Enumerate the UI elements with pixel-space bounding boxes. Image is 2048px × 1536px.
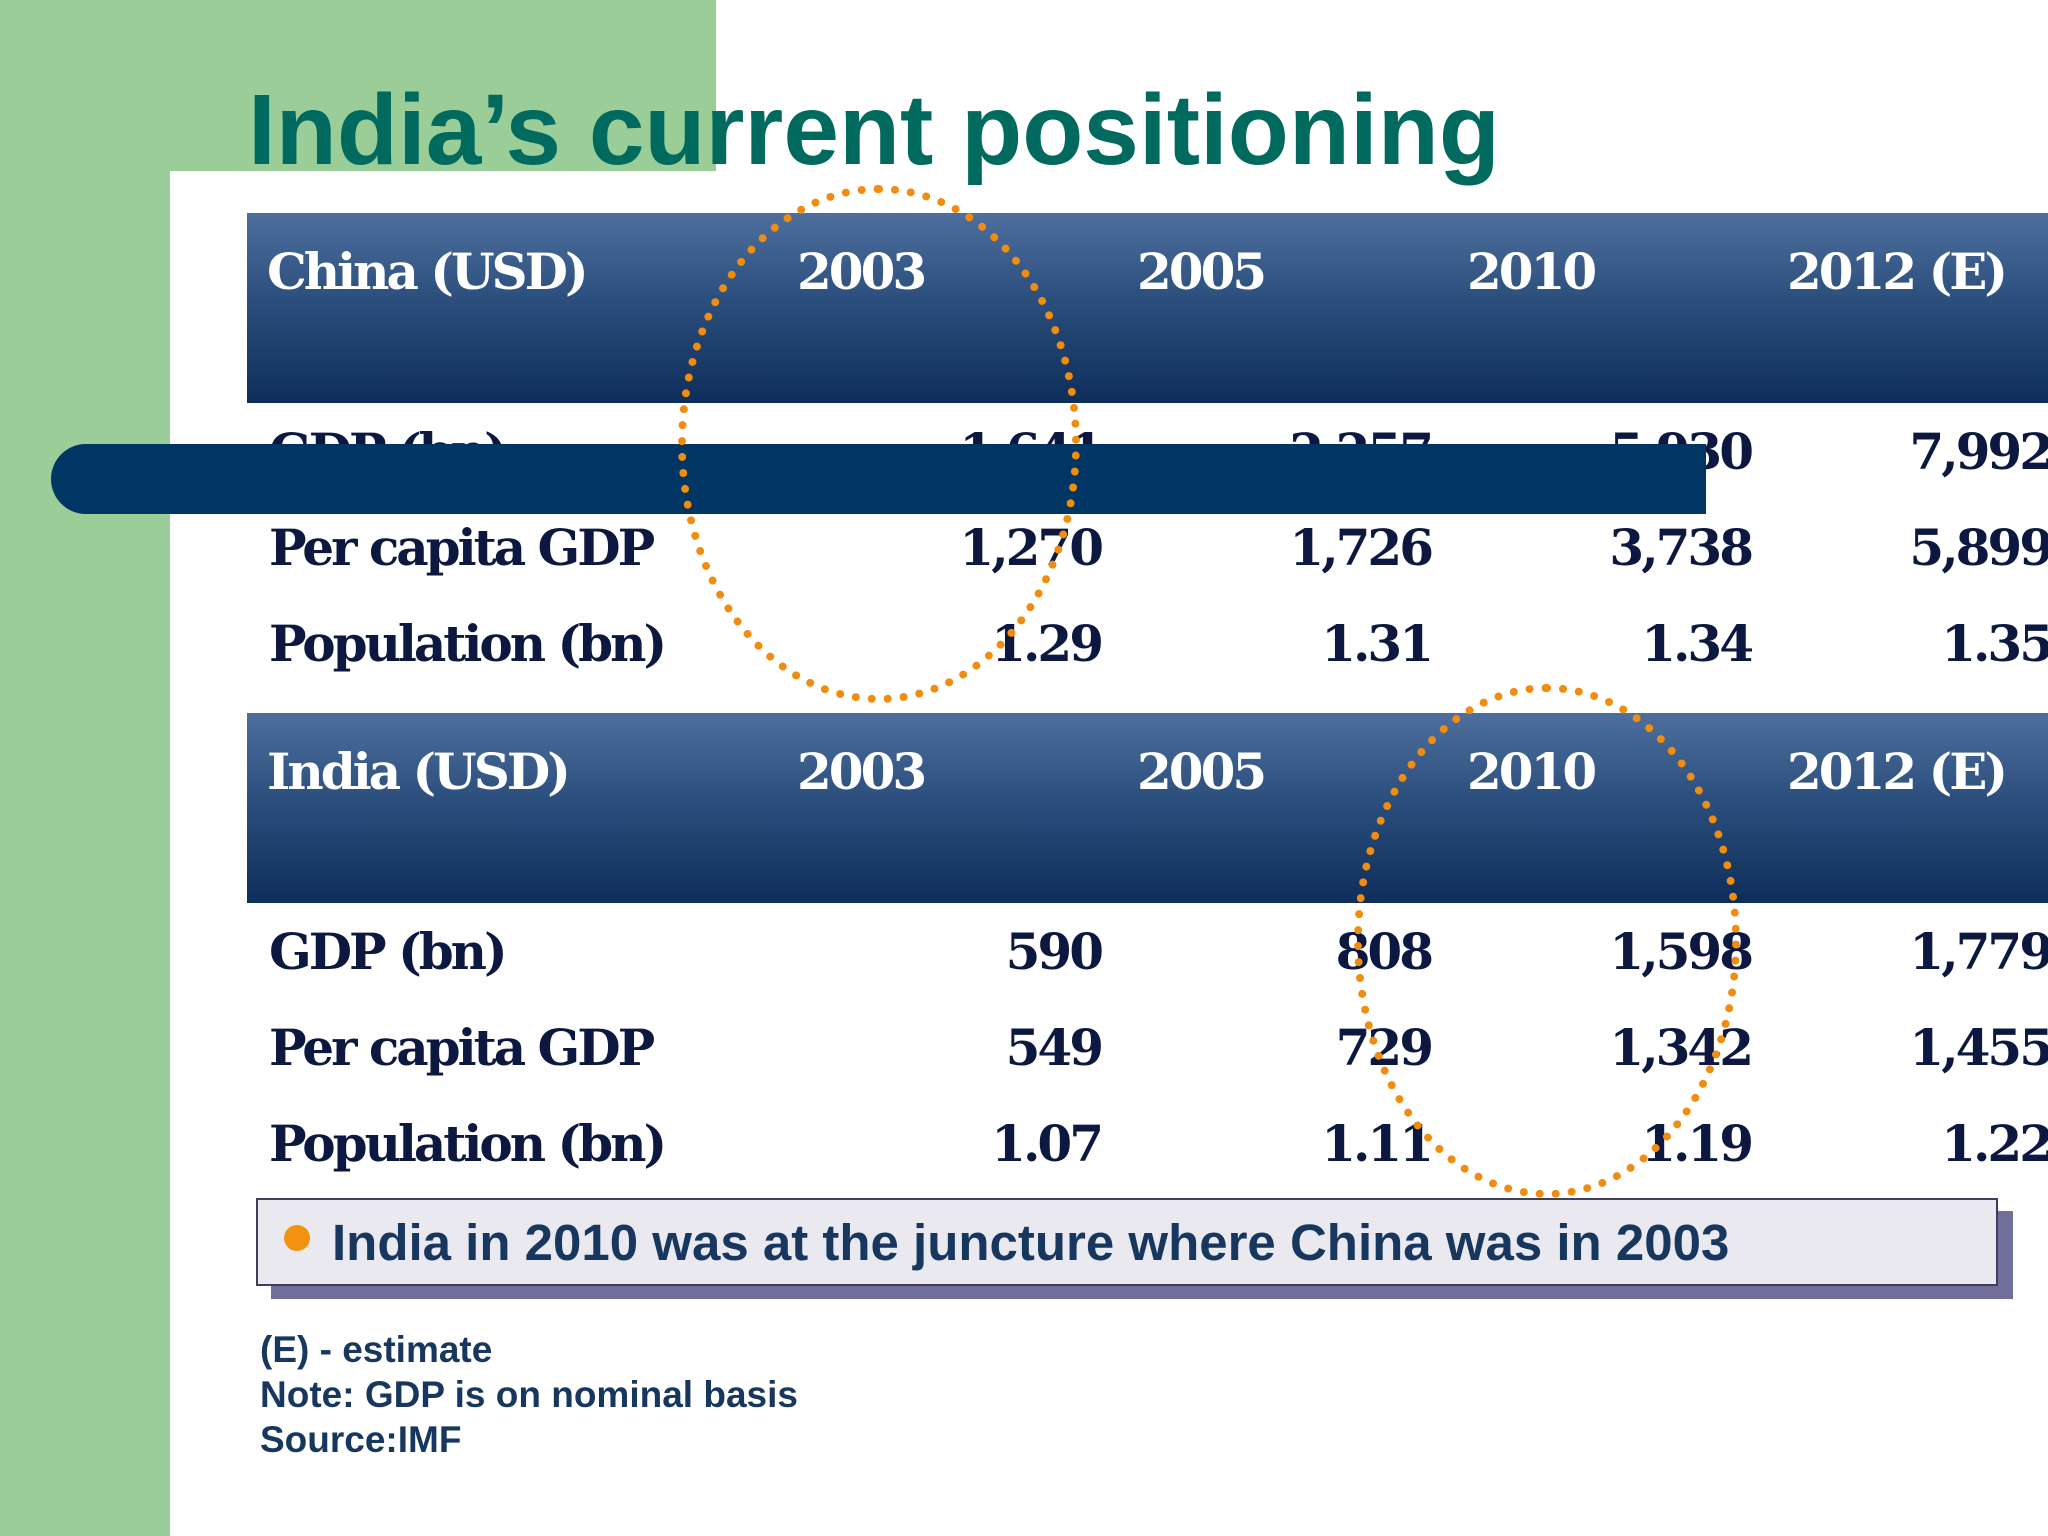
note-estimate: (E) - estimate [260, 1329, 493, 1370]
row-label: GDP (bn) [269, 921, 508, 981]
table-row: Per capita GDP 549 729 1,342 1,455 [247, 999, 2048, 1095]
china-header-2005: 2005 [1117, 213, 1447, 403]
table-cell: 1.07 [991, 1113, 1104, 1173]
table-row: Per capita GDP 1,270 1,726 3,738 5,899 [247, 499, 2048, 595]
footnotes: (E) - estimate Note: GDP is on nominal b… [260, 1327, 798, 1462]
callout-text: India in 2010 was at the juncture where … [332, 1213, 1730, 1271]
table-cell: 549 [1005, 1017, 1104, 1077]
slide-title: India’s current positioning [248, 74, 1500, 186]
green-top-band [0, 0, 716, 171]
table-cell: 1.22 [1941, 1113, 2048, 1173]
note-gdp-basis: Note: GDP is on nominal basis [260, 1374, 798, 1415]
table-cell: 1,726 [1289, 517, 1434, 577]
row-label: Per capita GDP [269, 517, 655, 577]
table-cell: 1.35 [1941, 613, 2048, 673]
row-label: Population (bn) [269, 613, 667, 673]
note-source: Source:IMF [260, 1419, 462, 1460]
callout-box: India in 2010 was at the juncture where … [256, 1198, 1998, 1286]
row-label: Per capita GDP [269, 1017, 655, 1077]
green-side-band [0, 0, 170, 1536]
table-cell: 1.31 [1321, 613, 1434, 673]
china-header-row: China (USD) 2003 2005 2010 2012 (E) [247, 213, 2048, 403]
table-cell: 590 [1005, 921, 1104, 981]
india-header-label: India (USD) [247, 713, 777, 903]
bullet-icon [284, 1225, 310, 1251]
table-cell: 3,738 [1609, 517, 1754, 577]
table-cell: 5,899 [1909, 517, 2048, 577]
india-header-2012e: 2012 (E) [1767, 713, 2048, 903]
china-header-2010: 2010 [1447, 213, 1767, 403]
highlight-circle-india-2010 [1354, 684, 1740, 1198]
highlight-circle-china-2003 [678, 185, 1080, 703]
india-table: India (USD) 2003 2005 2010 2012 (E) GDP … [247, 713, 2048, 1191]
table-cell: 1,455 [1909, 1017, 2048, 1077]
table-row: GDP (bn) 590 808 1,598 1,779 [247, 903, 2048, 999]
table-cell: 1,779 [1909, 921, 2048, 981]
india-header-row: India (USD) 2003 2005 2010 2012 (E) [247, 713, 2048, 903]
table-row: Population (bn) 1.07 1.11 1.19 1.22 [247, 1095, 2048, 1191]
china-header-2012e: 2012 (E) [1767, 213, 2048, 403]
india-header-2003: 2003 [777, 713, 1117, 903]
table-cell: 7,992 [1909, 421, 2048, 481]
row-label: Population (bn) [269, 1113, 667, 1173]
table-row: Population (bn) 1.29 1.31 1.34 1.35 [247, 595, 2048, 691]
table-cell: 1.11 [1321, 1113, 1434, 1173]
table-cell: 1.34 [1641, 613, 1754, 673]
